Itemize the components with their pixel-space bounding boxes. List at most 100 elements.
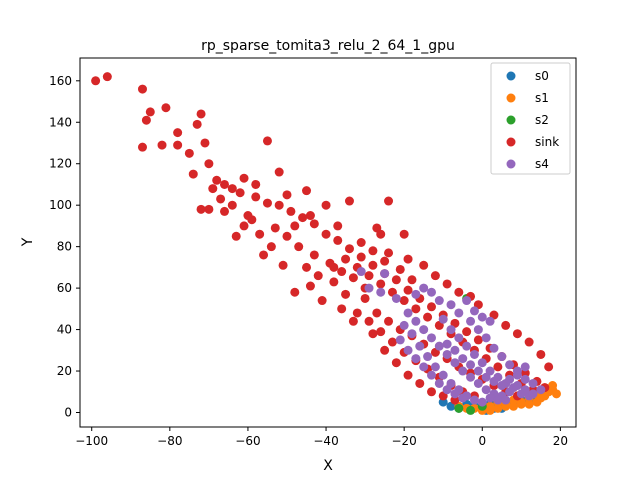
point-s4-66	[497, 352, 507, 362]
point-s4-16	[458, 366, 468, 376]
point-s4-25	[528, 378, 538, 388]
point-sink-148	[368, 246, 378, 256]
point-s4-52	[399, 320, 409, 330]
point-sink-15	[204, 159, 214, 169]
point-sink-122	[376, 279, 386, 289]
point-sink-78	[403, 254, 413, 264]
point-sink-81	[442, 279, 452, 289]
point-s4-29	[454, 333, 464, 343]
y-tick-label-4: 80	[57, 240, 72, 254]
point-sink-14	[188, 169, 198, 179]
point-sink-105	[220, 206, 229, 216]
point-sink-24	[298, 213, 308, 223]
point-sink-139	[243, 211, 253, 221]
point-sink-150	[395, 264, 405, 274]
point-sink-51	[266, 242, 276, 252]
point-s4-87	[528, 389, 538, 399]
point-sink-111	[309, 250, 319, 260]
point-s4-76	[442, 339, 452, 349]
y-axis-label: Y	[20, 237, 36, 247]
point-sink-142	[208, 184, 218, 194]
point-s4-58	[434, 378, 444, 388]
chart-title: rp_sparse_tomita3_relu_2_64_1_gpu	[201, 38, 455, 54]
y-tick-label-2: 40	[57, 323, 72, 337]
point-s4-82	[489, 376, 499, 386]
point-s4-79	[466, 360, 476, 370]
point-s4-86	[520, 385, 530, 395]
point-sink-10	[192, 119, 202, 129]
point-sink-154	[368, 329, 378, 339]
point-s4-71	[477, 312, 487, 322]
point-sink-23	[286, 206, 296, 216]
point-s4-85	[512, 370, 522, 380]
point-sink-6	[137, 142, 147, 152]
point-sink-2	[137, 84, 147, 94]
point-sink-17	[220, 179, 229, 189]
point-sink-72	[344, 196, 354, 206]
point-sink-156	[391, 358, 401, 368]
point-s4-7	[427, 287, 436, 297]
point-s4-14	[442, 349, 452, 359]
point-s4-26	[536, 385, 546, 395]
point-sink-116	[302, 262, 312, 272]
point-s4-80	[473, 366, 483, 376]
x-tick-label-2: −60	[235, 434, 260, 448]
point-sink-88	[524, 337, 534, 347]
point-s4-28	[446, 325, 456, 335]
point-sink-161	[450, 395, 460, 405]
point-sink-92	[372, 308, 382, 318]
point-s4-36	[509, 383, 519, 393]
point-s4-18	[473, 378, 483, 388]
x-tick-label-5: 0	[478, 434, 486, 448]
point-s1-3	[493, 403, 503, 413]
y-tick-label-8: 160	[49, 74, 72, 88]
point-s4-50	[493, 395, 503, 405]
point-sink-21	[262, 198, 272, 208]
point-sink-50	[259, 250, 269, 260]
point-sink-93	[384, 316, 394, 326]
point-s4-1	[380, 269, 390, 279]
point-sink-117	[313, 271, 323, 281]
point-sink-28	[344, 244, 354, 254]
point-sink-56	[329, 277, 339, 287]
legend: s0 s1 s2 sink s4	[490, 62, 571, 175]
legend-box	[490, 62, 571, 175]
point-sink-147	[356, 238, 366, 247]
point-s4-74	[446, 300, 456, 310]
point-sink-146	[333, 221, 343, 231]
point-s4-8	[434, 296, 444, 306]
point-sink-46	[204, 204, 214, 214]
legend-label-s0: s0	[535, 69, 549, 83]
point-sink-4	[141, 115, 151, 125]
point-sink-75	[376, 229, 386, 239]
x-axis-ticks: −100 −80 −60 −40 −20 0 20	[75, 427, 568, 448]
point-s4-69	[520, 362, 530, 372]
legend-label-s1: s1	[535, 91, 549, 105]
point-s4-61	[458, 393, 468, 403]
legend-marker-s0	[506, 71, 516, 81]
point-s4-67	[505, 360, 515, 370]
y-tick-label-5: 100	[49, 198, 72, 212]
point-s4-56	[419, 362, 429, 372]
point-sink-114	[348, 273, 358, 283]
point-sink-91	[360, 293, 370, 303]
point-sink-3	[145, 107, 155, 117]
point-sink-48	[231, 231, 241, 241]
point-sink-132	[493, 362, 503, 372]
point-s4-6	[419, 283, 429, 293]
point-s4-75	[462, 296, 472, 306]
point-sink-12	[200, 138, 210, 148]
y-tick-label-0: 0	[64, 405, 72, 419]
point-s0-12	[438, 397, 448, 407]
point-sink-151	[407, 275, 417, 285]
point-sink-11	[196, 109, 206, 119]
point-sink-155	[380, 345, 390, 355]
point-sink-152	[337, 304, 347, 314]
point-s4-42	[430, 362, 440, 372]
legend-label-sink: sink	[535, 135, 559, 149]
point-s4-3	[376, 287, 386, 297]
legend-marker-sink	[506, 137, 516, 147]
point-sink-144	[251, 179, 261, 189]
point-sink-57	[341, 289, 351, 299]
